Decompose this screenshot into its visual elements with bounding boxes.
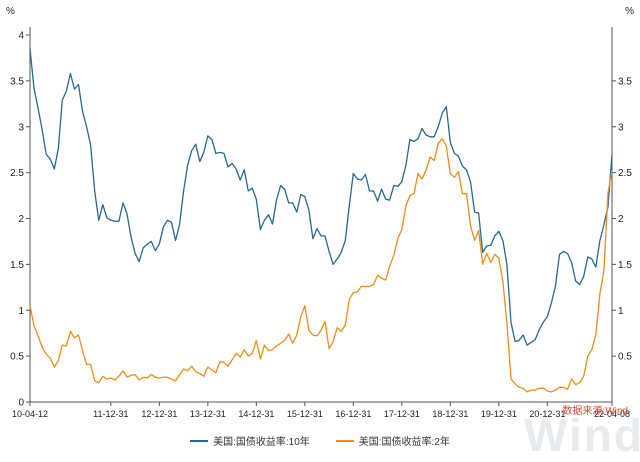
y-tick-label-right: 1.5 (618, 260, 632, 271)
y-tick-label-right: 3.5 (618, 76, 632, 87)
y-tick-label-right: 2.5 (618, 168, 632, 179)
y-tick-label-right: 2 (618, 214, 624, 225)
y-tick-label-left: 2 (18, 214, 24, 225)
x-tick-label: 12-12-31 (141, 409, 177, 419)
legend-item-2y: 美国:国债收益率:2年 (335, 433, 450, 448)
y-tick-label-left: 3 (18, 122, 24, 133)
y-tick-label-left: 4 (18, 31, 24, 42)
legend: 美国:国债收益率:10年 美国:国债收益率:2年 (0, 433, 640, 448)
y-tick-label-left: 1 (18, 306, 24, 317)
x-tick-label: 18-12-31 (432, 409, 468, 419)
x-tick-label: 14-12-31 (238, 409, 274, 419)
data-source-label: 数据来源:Wind (562, 406, 628, 417)
x-tick-label: 19-12-31 (481, 409, 517, 419)
y-unit-left: % (6, 6, 15, 17)
y-tick-label-right: 0.5 (618, 352, 632, 363)
y-tick-label-left: 1.5 (10, 260, 24, 271)
x-tick-label: 16-12-31 (335, 409, 371, 419)
y-tick-label-left: 0 (18, 398, 24, 409)
x-tick-label: 20-12-31 (529, 409, 565, 419)
legend-marker-10y-icon (190, 439, 209, 442)
x-tick-label: 22-04-08 (594, 409, 630, 419)
x-tick-label: 11-12-31 (93, 409, 128, 419)
y-tick-label-left: 0.5 (10, 352, 24, 363)
series-line-10y (29, 48, 613, 346)
x-tick-label: 10-04-12 (12, 409, 48, 419)
x-tick-label: 13-12-31 (190, 409, 226, 419)
legend-label-2y: 美国:国债收益率:2年 (358, 437, 450, 448)
x-tick-label: 15-12-31 (287, 409, 323, 419)
x-tick-label: 17-12-31 (384, 409, 420, 419)
y-tick-label-left: 3.5 (10, 76, 24, 87)
series-line-2y (29, 138, 613, 393)
y-unit-right: % (625, 6, 634, 17)
legend-marker-2y-icon (335, 439, 354, 442)
y-tick-label-right: 3 (618, 122, 624, 133)
y-tick-label-left: 2.5 (10, 168, 24, 179)
legend-item-10y: 美国:国债收益率:10年 (190, 433, 310, 448)
y-tick-label-right: 1 (618, 306, 624, 317)
legend-label-10y: 美国:国债收益率:10年 (213, 437, 310, 448)
